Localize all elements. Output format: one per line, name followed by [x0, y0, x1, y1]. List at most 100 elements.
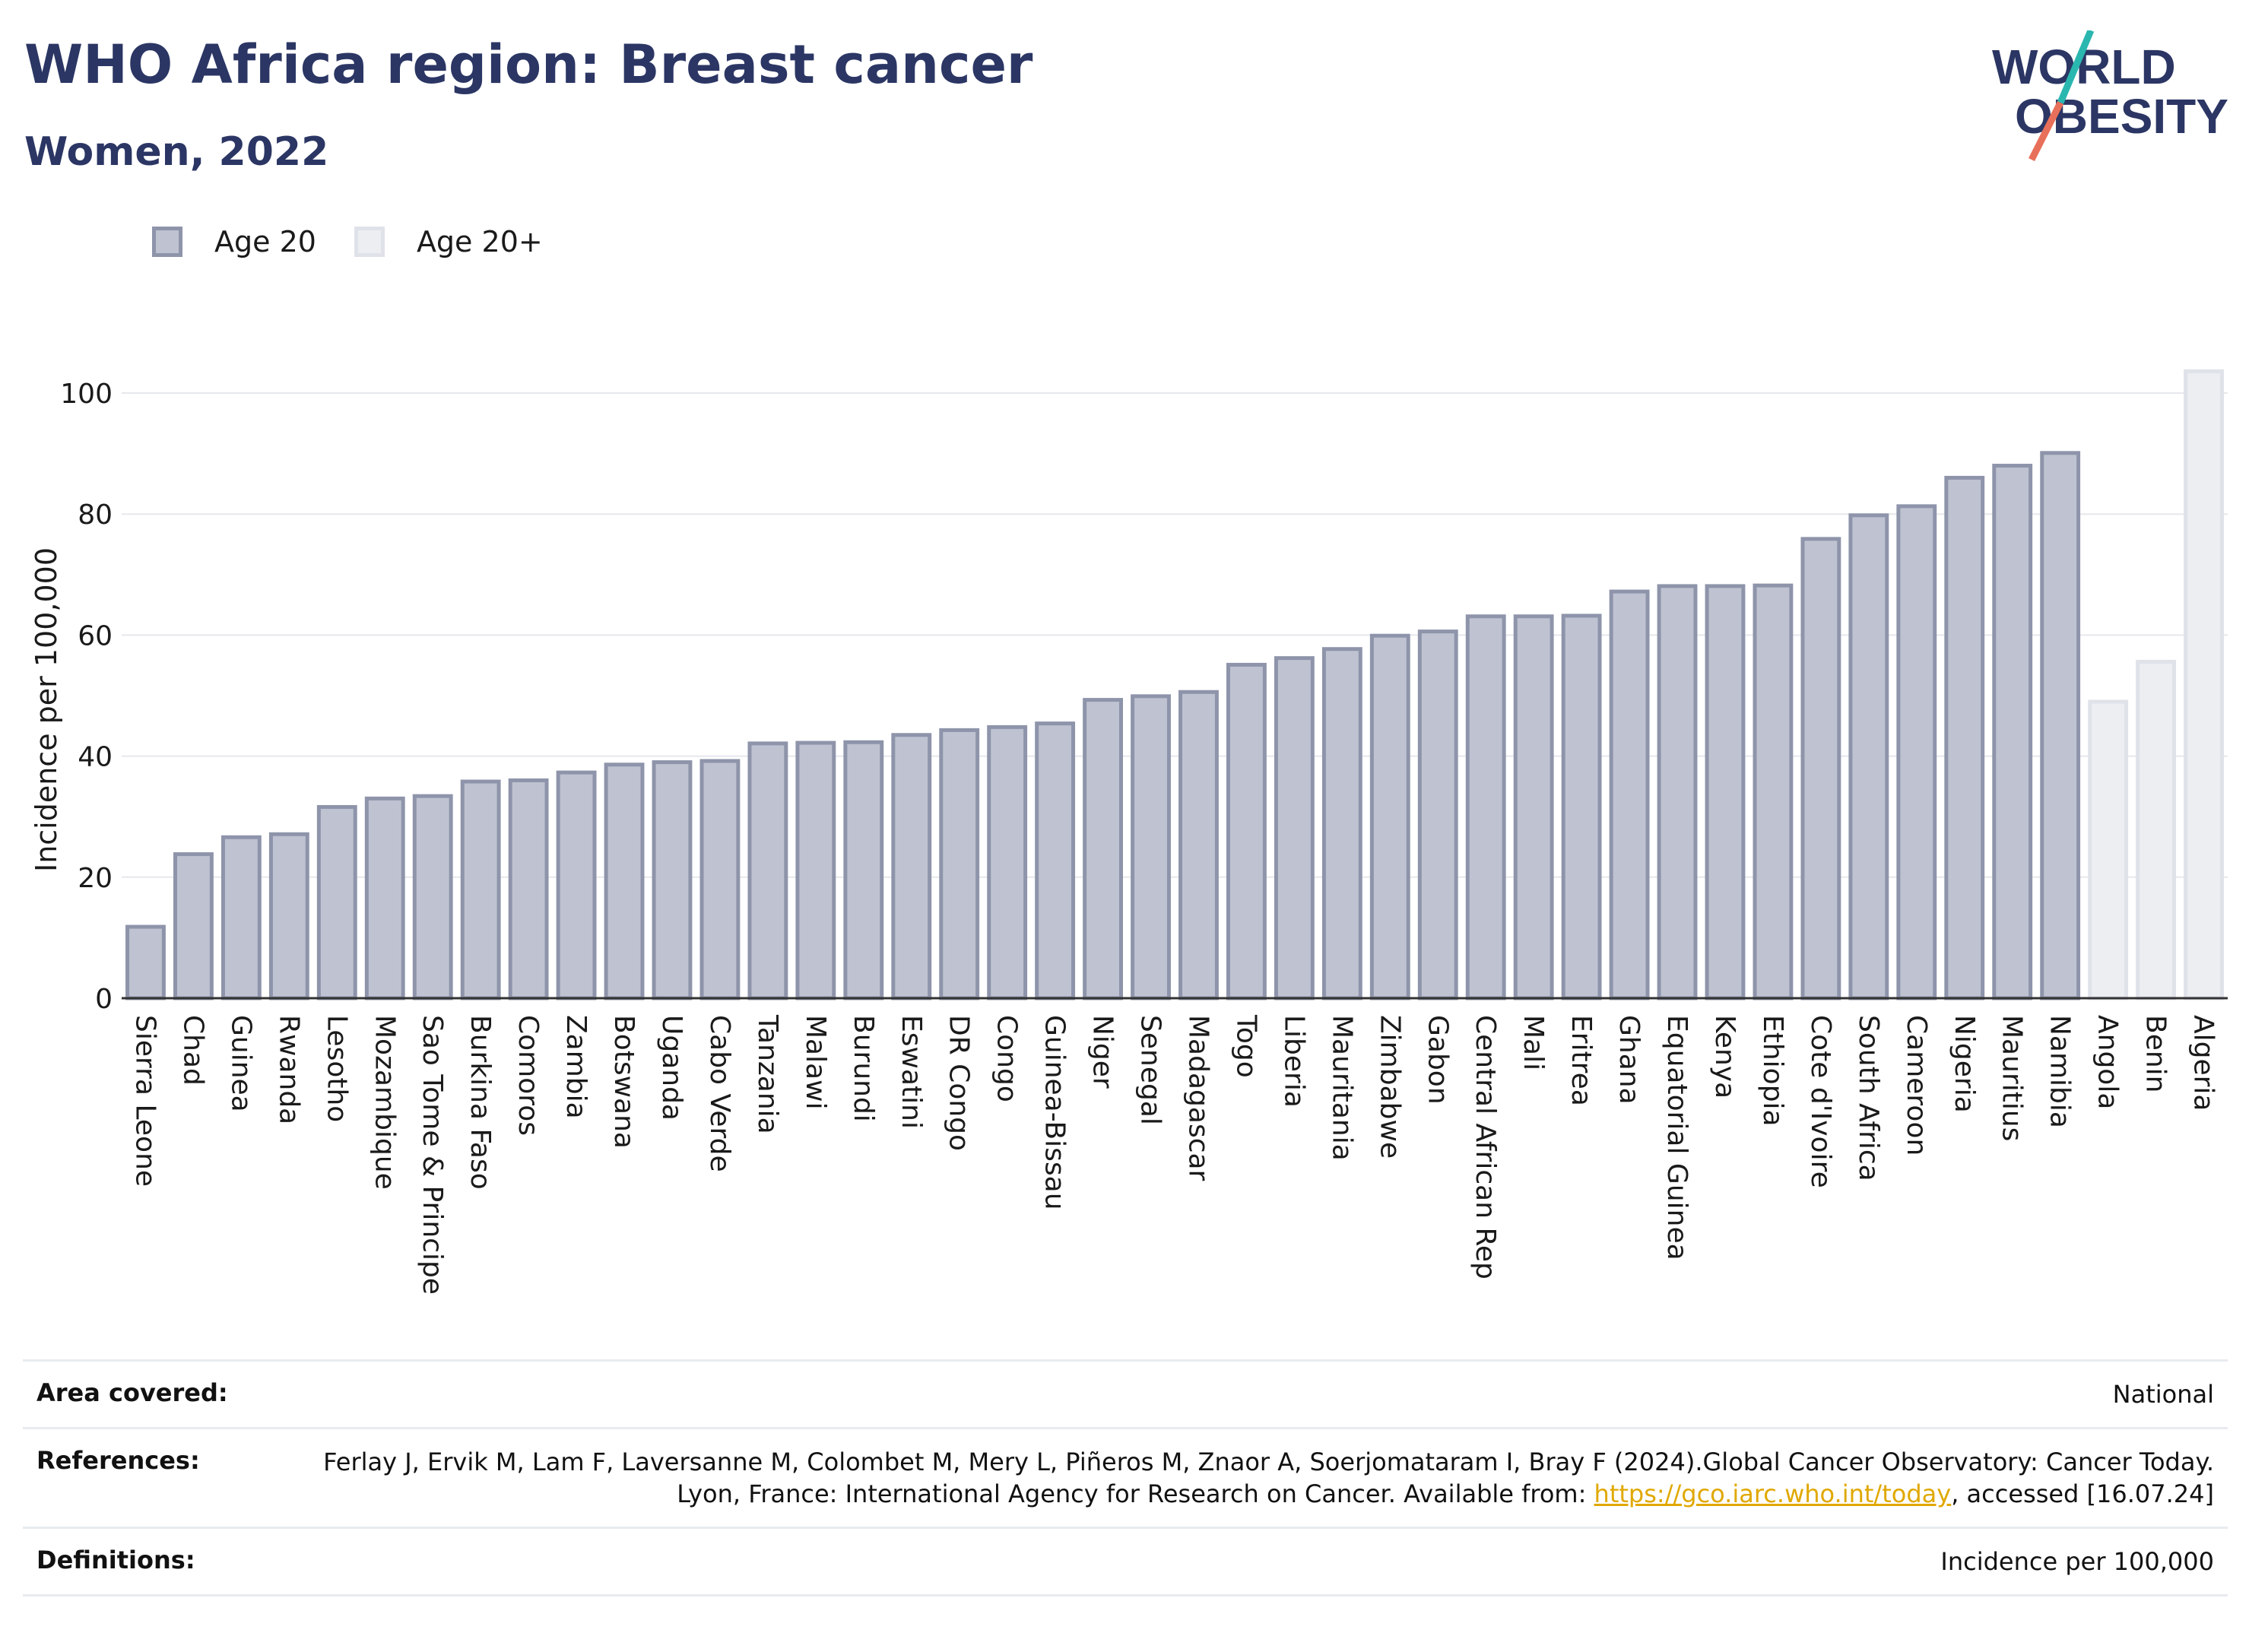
- bar-angola[interactable]: [2088, 699, 2129, 1000]
- bar-gabon[interactable]: [1417, 629, 1458, 1000]
- y-tick-label: 20: [78, 863, 113, 894]
- bar-guinea[interactable]: [220, 835, 262, 1000]
- chart-footer: Area covered: National References: Ferla…: [23, 1359, 2228, 1597]
- bar-mauritius[interactable]: [1992, 464, 2033, 1000]
- bar-madagascar[interactable]: [1178, 690, 1219, 1000]
- x-tick-label: Cote d'Ivoire: [1805, 1015, 1836, 1188]
- x-tick-label: Mali: [1518, 1015, 1549, 1070]
- x-tick-label: Central African Rep: [1470, 1015, 1501, 1279]
- y-tick-label: 100: [60, 379, 113, 410]
- x-tick-label: Madagascar: [1182, 1015, 1213, 1181]
- x-tick-label: Cabo Verde: [704, 1015, 735, 1172]
- logo-slash-coral: [2028, 100, 2064, 162]
- legend-item-age20plus[interactable]: Age 20+: [354, 225, 543, 258]
- x-tick-label: Angola: [2092, 1015, 2124, 1109]
- x-tick-label: Nigeria: [1949, 1015, 1980, 1113]
- bar-niger[interactable]: [1083, 698, 1123, 1000]
- bar-central-african-rep[interactable]: [1465, 614, 1506, 1000]
- footer-definitions-row: Definitions: Incidence per 100,000: [23, 1527, 2228, 1597]
- bar-zambia[interactable]: [556, 770, 597, 1000]
- x-tick-label: Botswana: [608, 1015, 639, 1149]
- x-tick-label: Congo: [991, 1015, 1023, 1102]
- definitions-value: Incidence per 100,000: [1940, 1547, 2214, 1576]
- y-axis-label: Incidence per 100,000: [30, 547, 63, 872]
- area-value: National: [2112, 1380, 2214, 1409]
- x-tick-label: Lesotho: [321, 1015, 352, 1122]
- y-tick-label: 40: [78, 742, 113, 773]
- bar-liberia[interactable]: [1274, 656, 1315, 1000]
- x-tick-label: Namibia: [2044, 1015, 2076, 1128]
- bar-guinea-bissau[interactable]: [1035, 721, 1076, 1000]
- bar-cameroon[interactable]: [1896, 504, 1937, 1000]
- legend-label-age20: Age 20: [214, 225, 316, 258]
- bar-malawi[interactable]: [795, 740, 836, 1000]
- bar-cabo-verde[interactable]: [699, 759, 741, 1000]
- bar-mozambique[interactable]: [364, 796, 405, 1000]
- bar-lesotho[interactable]: [316, 804, 357, 1000]
- x-tick-label: Sao Tome & Principe: [417, 1015, 448, 1295]
- bar-comoros[interactable]: [508, 778, 549, 1000]
- bar-mali[interactable]: [1513, 614, 1554, 1000]
- bar-benin[interactable]: [2136, 659, 2176, 1000]
- x-tick-label: Guinea: [225, 1015, 256, 1112]
- bar-equatorial-guinea[interactable]: [1657, 584, 1698, 1000]
- area-label: Area covered:: [36, 1378, 228, 1407]
- y-tick-label: 0: [95, 984, 113, 1015]
- bar-uganda[interactable]: [652, 760, 693, 1000]
- x-tick-label: Mauritania: [1326, 1015, 1357, 1161]
- x-tick-label: Kenya: [1709, 1015, 1740, 1099]
- x-tick-label: Eswatini: [896, 1015, 927, 1129]
- x-tick-label: Togo: [1230, 1014, 1261, 1078]
- bar-chad[interactable]: [173, 852, 214, 1000]
- bar-dr-congo[interactable]: [939, 728, 980, 1000]
- bar-botswana[interactable]: [604, 763, 645, 1000]
- bar-sao-tome-principe[interactable]: [412, 794, 453, 1000]
- bar-rwanda[interactable]: [268, 832, 309, 1000]
- x-tick-label: Rwanda: [273, 1015, 304, 1124]
- x-tick-label: Chad: [177, 1015, 208, 1086]
- bar-zimbabwe[interactable]: [1369, 633, 1410, 1000]
- bar-congo[interactable]: [987, 725, 1028, 1000]
- x-tick-label: DR Congo: [944, 1015, 975, 1151]
- legend-item-age20[interactable]: Age 20: [152, 225, 316, 258]
- x-tick-label: Equatorial Guinea: [1661, 1015, 1692, 1260]
- x-tick-label: Malawi: [800, 1015, 831, 1110]
- legend-label-age20plus: Age 20+: [416, 225, 543, 258]
- bar-sierra-leone[interactable]: [125, 924, 166, 1000]
- bar-algeria[interactable]: [2184, 369, 2224, 1000]
- bar-burkina-faso[interactable]: [460, 779, 501, 1000]
- chart-legend: Age 20 Age 20+: [152, 225, 581, 258]
- page-title: WHO Africa region: Breast cancer: [24, 33, 1033, 96]
- bar-tanzania[interactable]: [747, 741, 788, 1000]
- legend-swatch-age20plus: [354, 227, 385, 257]
- bar-burundi[interactable]: [843, 740, 884, 1000]
- bar-ethiopia[interactable]: [1753, 583, 1794, 1000]
- bar-namibia[interactable]: [2040, 451, 2081, 1000]
- x-tick-label: Guinea-Bissau: [1039, 1015, 1071, 1210]
- x-tick-label: Gabon: [1422, 1015, 1453, 1105]
- bar-south-africa[interactable]: [1848, 513, 1889, 1000]
- bar-senegal[interactable]: [1131, 694, 1171, 1000]
- bar-chart: 0 20 40 60 80 100 Incidence per 100,000 Sierra …: [30, 369, 2228, 1295]
- x-tick-label: Sierra Leone: [129, 1015, 160, 1187]
- bar-ghana[interactable]: [1609, 589, 1650, 1000]
- x-tick-label: Cameroon: [1901, 1015, 1932, 1156]
- bar-kenya[interactable]: [1705, 584, 1746, 1000]
- page-subtitle: Women, 2022: [24, 129, 329, 175]
- x-tick-label: Uganda: [656, 1015, 687, 1121]
- bar-cote-d-ivoire[interactable]: [1800, 537, 1841, 1000]
- bar-eritrea[interactable]: [1561, 614, 1602, 1000]
- bar-togo[interactable]: [1226, 662, 1267, 1000]
- bar-nigeria[interactable]: [1944, 475, 1985, 1000]
- x-tick-label: Tanzania: [752, 1014, 783, 1134]
- x-tick-label: Senegal: [1135, 1015, 1166, 1125]
- x-tick-label: Benin: [2140, 1015, 2171, 1092]
- x-tick-label: Burkina Faso: [465, 1015, 496, 1190]
- bar-eswatini[interactable]: [891, 733, 932, 1000]
- bar-mauritania[interactable]: [1321, 647, 1362, 1000]
- x-tick-label: Niger: [1087, 1015, 1118, 1089]
- references-tail: , accessed [16.07.24]: [1951, 1479, 2214, 1508]
- world-obesity-logo: WORLD OBESITY: [1992, 30, 2228, 162]
- x-tick-label: Algeria: [2188, 1015, 2219, 1111]
- references-link[interactable]: https://gco.iarc.who.int/today: [1594, 1479, 1952, 1508]
